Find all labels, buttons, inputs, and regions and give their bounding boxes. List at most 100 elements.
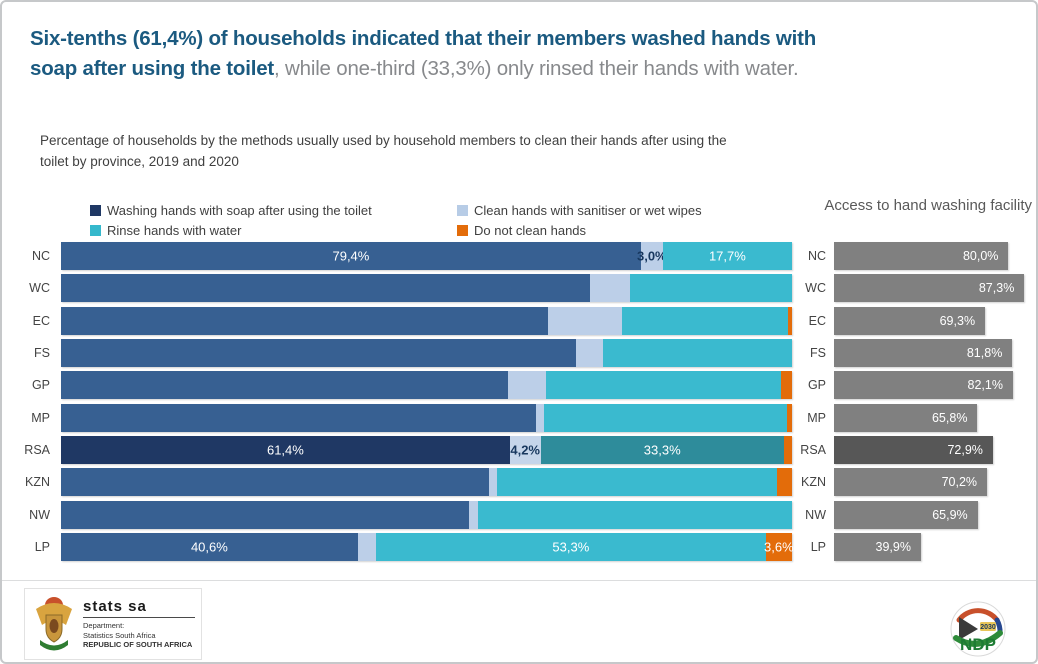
category-label: KZN: [25, 475, 50, 490]
access-bar: 65,9%: [834, 500, 978, 529]
access-bar: 69,3%: [834, 306, 986, 335]
category-label: RSA: [800, 442, 826, 457]
access-bar-chart: NC 80,0% WC 87,3% EC 69,3% FS 81,8% GP 82,1% MP 65,…: [798, 242, 1025, 565]
access-bar: 81,8%: [834, 338, 1013, 367]
segment-none: [786, 403, 792, 432]
access-value-label: 65,8%: [931, 410, 968, 425]
legend-item-rinse: Rinse hands with water: [90, 223, 457, 238]
legend-label-rinse: Rinse hands with water: [107, 222, 242, 238]
stacked-bar: 61,4% 4,2% 33,3%: [61, 435, 792, 464]
legend-item-none: Do not clean hands: [457, 223, 586, 238]
segment-soap: 40,6%: [61, 532, 358, 561]
legend-marker-soap-icon: [90, 204, 101, 216]
stacked-row-mp: MP: [20, 403, 792, 432]
access-row-kzn: KZN 70,2%: [798, 468, 1024, 497]
category-label: LP: [34, 539, 50, 554]
segment-rinse: 53,3%: [376, 532, 766, 561]
stacked-row-rsa: RSA 61,4% 4,2% 33,3%: [20, 435, 792, 464]
access-bar: 72,9%: [834, 435, 993, 464]
stacked-row-nw: NW: [20, 500, 792, 529]
segment-value-label: 40,6%: [190, 539, 228, 555]
access-row-fs: FS 81,8%: [798, 338, 1024, 367]
category-label: EC: [808, 313, 826, 328]
legend-row-1: Washing hands with soap after using the …: [90, 200, 702, 220]
category-label: WC: [29, 281, 50, 296]
access-value-label: 72,9%: [947, 442, 983, 457]
segment-rinse: [602, 338, 792, 367]
segment-sanitiser: 3,0%: [637, 242, 667, 270]
segment-value-label: 33,3%: [643, 442, 681, 458]
access-bar: 80,0%: [834, 242, 1009, 270]
category-label: GP: [31, 378, 50, 393]
segment-rinse: [496, 468, 778, 497]
category-label: KZN: [801, 475, 826, 490]
subtitle-line1: Percentage of households by the methods …: [40, 133, 727, 148]
segment-value-label: 3,0%: [636, 248, 667, 264]
stacked-bar: [61, 468, 792, 497]
access-value-label: 82,1%: [967, 378, 1003, 393]
segment-rinse: 17,7%: [662, 242, 792, 270]
segment-sanitiser: [489, 468, 497, 497]
segment-soap: 79,4%: [61, 242, 641, 270]
category-label: FS: [34, 345, 50, 360]
chart-subtitle: Percentage of households by the methods …: [40, 130, 840, 172]
legend-label-none: Do not clean hands: [474, 222, 587, 238]
access-value-label: 87,3%: [978, 281, 1015, 296]
category-label: NC: [807, 249, 826, 263]
segment-rinse: [545, 371, 782, 400]
category-label: GP: [807, 378, 826, 393]
legend-row-2: Rinse hands with water Do not clean hand…: [90, 220, 702, 240]
segment-sanitiser: [547, 306, 622, 335]
segment-soap: [61, 500, 469, 529]
stacked-bar: 40,6% 53,3% 3,6%: [61, 532, 794, 561]
stacked-bar: [61, 274, 792, 303]
segment-none: 3,6%: [763, 532, 794, 561]
statssa-republic: REPUBLIC OF SOUTH AFRICA: [83, 640, 193, 650]
segment-none: [781, 371, 792, 400]
access-bar: 39,9%: [834, 532, 921, 561]
access-bar: 87,3%: [834, 274, 1025, 303]
segment-rinse: [478, 500, 792, 529]
legend-marker-none-icon: [457, 224, 468, 236]
statssa-department: Department:: [83, 621, 125, 631]
access-bar: 82,1%: [834, 371, 1013, 400]
headline-bold-line1: Six-tenths (61,4%) of households indicat…: [30, 27, 817, 50]
headline-gray: , while one-third (33,3%) only rinsed th…: [274, 57, 799, 80]
category-label: NW: [29, 507, 50, 522]
access-value-label: 81,8%: [966, 345, 1003, 360]
stacked-bar: [61, 338, 792, 367]
category-label: LP: [810, 539, 826, 554]
segment-rinse: [544, 403, 787, 432]
stacked-row-nc: NC 79,4% 3,0% 17,7%: [20, 242, 792, 270]
segment-none: [788, 306, 792, 335]
access-value-label: 65,9%: [932, 507, 968, 522]
stacked-row-wc: WC: [20, 274, 792, 303]
legend-label-sanitiser: Clean hands with sanitiser or wet wipes: [474, 202, 702, 218]
access-bar: 65,8%: [834, 403, 978, 432]
segment-soap: [61, 468, 490, 497]
segment-value-label: 79,4%: [332, 248, 370, 264]
segment-sanitiser: [468, 500, 479, 529]
stacked-row-kzn: KZN: [20, 468, 792, 497]
segment-rinse: [621, 306, 789, 335]
segment-soap: [61, 403, 537, 432]
stacked-row-fs: FS: [20, 338, 792, 367]
legend-marker-rinse-icon: [90, 224, 101, 236]
stacked-bar: [61, 306, 792, 335]
access-row-ec: EC 69,3%: [798, 306, 1024, 335]
statssa-text-block: stats sa Department: Statistics South Af…: [83, 598, 195, 650]
access-row-mp: MP 65,8%: [798, 403, 1024, 432]
segment-sanitiser: [507, 371, 546, 400]
segment-sanitiser: 4,2%: [509, 435, 541, 464]
stacked-bar: 79,4% 3,0% 17,7%: [61, 242, 792, 270]
segment-soap: 61,4%: [61, 435, 510, 464]
access-bar: 70,2%: [834, 468, 988, 497]
segment-rinse: [630, 274, 792, 303]
access-row-gp: GP 82,1%: [798, 371, 1024, 400]
category-label: WC: [805, 281, 826, 296]
segment-value-label: 3,6%: [763, 539, 794, 555]
access-row-nc: NC 80,0%: [798, 242, 1024, 270]
access-row-rsa: RSA 72,9%: [798, 435, 1024, 464]
segment-soap: [61, 338, 577, 367]
